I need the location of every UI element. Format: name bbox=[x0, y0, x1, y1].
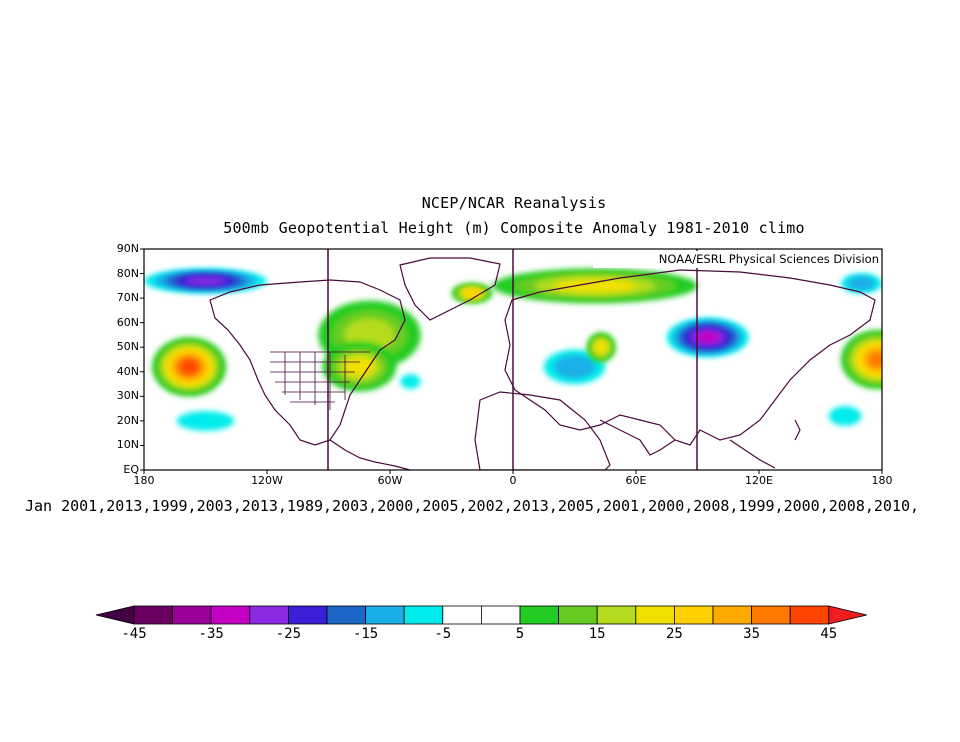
anomaly-contour bbox=[847, 276, 876, 291]
longitude-label: 120E bbox=[745, 474, 773, 487]
latitude-label: EQ bbox=[123, 463, 139, 476]
colorbar bbox=[95, 605, 867, 625]
latitude-label: 70N bbox=[116, 291, 139, 305]
colorbar-label: -35 bbox=[198, 626, 224, 642]
longitude-label: 60E bbox=[625, 474, 647, 487]
latitude-label: 80N bbox=[116, 266, 139, 280]
credit-label: NOAA/ESRL Physical Sciences Division bbox=[593, 251, 881, 268]
anomaly-contour bbox=[696, 331, 720, 344]
colorbar-swatch bbox=[133, 605, 173, 625]
map-title: NCEP/NCAR Reanalysis bbox=[421, 194, 607, 212]
composite-years: Jan 2001,2013,1999,2003,2013,1989,2003,2… bbox=[25, 497, 920, 515]
longitude-label: 180 bbox=[133, 474, 155, 487]
colorbar-label: -25 bbox=[275, 626, 302, 642]
colorbar-label: -15 bbox=[352, 626, 379, 642]
reference-meridians bbox=[327, 249, 698, 470]
latitude-label: 50N bbox=[116, 340, 139, 354]
colorbar-swatch bbox=[596, 605, 637, 625]
colorbar-swatch bbox=[403, 605, 444, 625]
colorbar-label: 15 bbox=[588, 626, 606, 642]
colorbar-label: 45 bbox=[820, 626, 838, 642]
colorbar-swatch bbox=[674, 605, 714, 625]
axis-ticks bbox=[140, 248, 883, 474]
anomaly-contour bbox=[176, 411, 235, 431]
anomaly-contour bbox=[180, 360, 198, 374]
anomaly-contour bbox=[344, 357, 375, 377]
colorbar-swatch bbox=[635, 605, 675, 625]
colorbar-swatch bbox=[365, 605, 405, 625]
longitude-label: 0 bbox=[509, 474, 517, 487]
colorbar-label: -45 bbox=[121, 626, 147, 642]
colorbar-swatch bbox=[442, 605, 482, 625]
colorbar-swatch bbox=[558, 605, 598, 625]
colorbar-low-arrow bbox=[95, 605, 135, 625]
colorbar-swatch bbox=[172, 605, 212, 625]
anomaly-contour bbox=[868, 352, 882, 367]
colorbar-swatch bbox=[712, 605, 752, 625]
colorbar-label: 5 bbox=[515, 626, 525, 642]
longitude-label: 60W bbox=[377, 474, 403, 487]
colorbar-swatch bbox=[210, 605, 251, 625]
colorbar-swatch bbox=[519, 605, 559, 625]
latitude-label: 30N bbox=[116, 389, 139, 403]
anomaly-contour bbox=[828, 406, 862, 426]
anomaly-contour bbox=[554, 278, 636, 293]
colorbar-label: 35 bbox=[743, 626, 761, 642]
colorbar-swatch bbox=[326, 605, 366, 625]
colorbar-swatch bbox=[789, 605, 830, 625]
colorbar-swatch bbox=[287, 605, 328, 625]
us-state-borders bbox=[270, 351, 370, 410]
map-subtitle: 500mb Geopotential Height (m) Composite … bbox=[223, 219, 805, 237]
anomaly-contour bbox=[463, 289, 481, 298]
longitude-label: 120W bbox=[251, 474, 283, 487]
colorbar-swatch bbox=[480, 605, 521, 625]
colorbar-label: 25 bbox=[665, 626, 683, 642]
coastlines bbox=[209, 257, 876, 470]
anomaly-contour bbox=[554, 355, 595, 379]
anomaly-contour bbox=[594, 340, 609, 355]
colorbar-high-arrow bbox=[828, 605, 867, 625]
anomaly-contour bbox=[400, 374, 421, 389]
anomaly-contour bbox=[185, 276, 226, 286]
latitude-label: 90N bbox=[116, 242, 139, 255]
latitude-label: 60N bbox=[116, 315, 139, 329]
colorbar-swatch bbox=[249, 605, 289, 625]
latitude-label: 10N bbox=[116, 438, 139, 452]
longitude-label: 180 bbox=[871, 474, 893, 487]
anomaly-shading bbox=[144, 268, 882, 431]
colorbar-swatch bbox=[751, 605, 791, 625]
latitude-label: 20N bbox=[116, 413, 139, 427]
latitude-label: 40N bbox=[116, 364, 139, 378]
colorbar-label: -5 bbox=[434, 626, 452, 642]
